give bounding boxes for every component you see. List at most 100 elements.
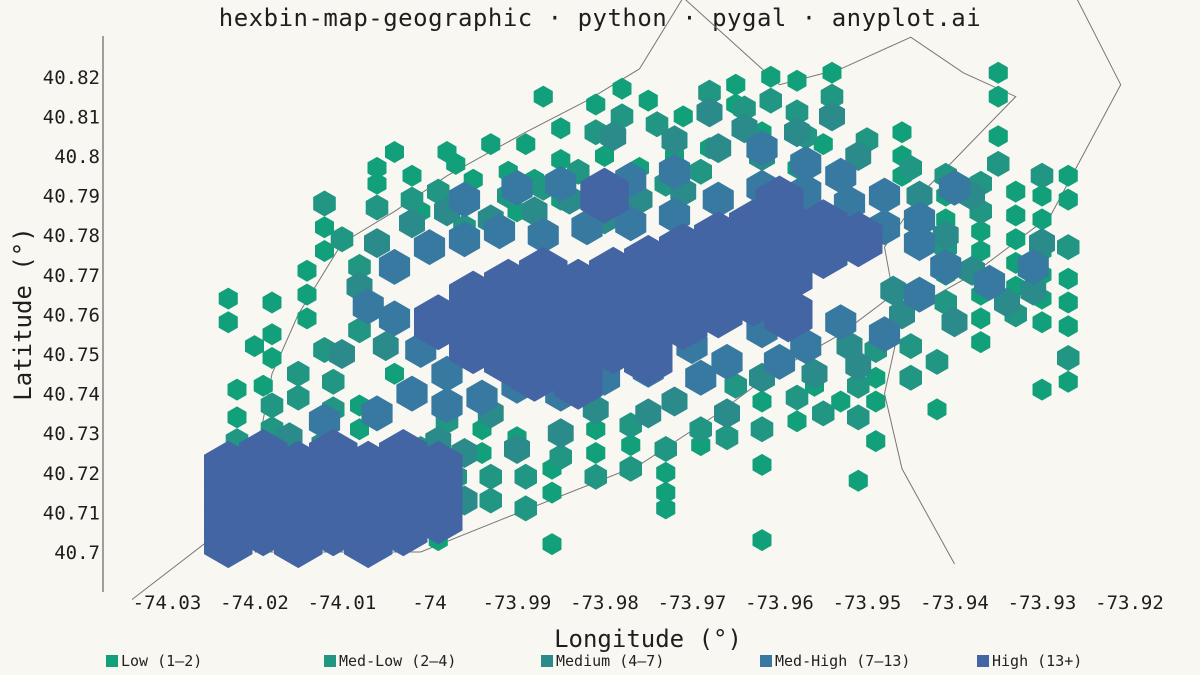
hexbin-cell — [297, 259, 317, 282]
hexbin-cell — [1030, 162, 1054, 189]
hexbin-cell — [545, 165, 577, 202]
legend-item[interactable]: Low (1–2) — [106, 652, 202, 670]
hexbin-cell — [414, 294, 463, 351]
hexbin-cell — [483, 213, 516, 250]
hexbin-cell — [1057, 345, 1080, 371]
y-tick-label: 40.7 — [54, 542, 100, 564]
hexbin-cell — [761, 65, 781, 88]
hexbin-cell — [479, 487, 502, 514]
hexbin-cell — [367, 172, 387, 195]
hexbin-cell — [399, 208, 425, 239]
hexbin-cell — [847, 404, 870, 431]
hexbin-cell — [348, 317, 371, 344]
hexbin-cell — [934, 289, 957, 316]
hexbin-cell — [514, 463, 537, 490]
hexbin-cell — [621, 434, 641, 457]
hexbin-cell — [752, 529, 772, 552]
hexbin-cell — [971, 240, 991, 262]
hexbin-cell — [547, 418, 574, 449]
y-tick-label: 40.74 — [43, 384, 100, 406]
hexbin-cell — [903, 276, 936, 313]
x-tick-label: -73.97 — [658, 592, 727, 614]
y-tick-label: 40.78 — [43, 225, 100, 247]
hexbin-cell — [930, 248, 962, 285]
hexbin-cell — [790, 145, 822, 182]
boundary-line — [131, 0, 1017, 600]
x-tick-label: -73.96 — [745, 592, 814, 614]
hexbin-cell — [927, 398, 947, 421]
hexbin-cell — [1006, 180, 1026, 203]
hexbin-cell — [847, 372, 870, 399]
y-tick-label: 40.72 — [43, 463, 100, 485]
legend-swatch — [106, 655, 118, 667]
x-tick-label: -73.92 — [1095, 592, 1164, 614]
hexbin-cell — [364, 228, 390, 259]
hexbin-cell — [586, 93, 606, 116]
hexbin-cell — [551, 117, 571, 140]
hexbin-cell — [352, 288, 384, 325]
hexbin-cell — [510, 345, 559, 402]
legend-item[interactable]: Med-High (7–13) — [760, 652, 910, 670]
hexbin-cell — [542, 533, 562, 556]
hexbin-cell — [253, 374, 273, 397]
hexbin-cell — [994, 287, 1020, 318]
hexbin-cell — [899, 154, 922, 181]
hexbin-cell — [580, 167, 629, 224]
hexbin-cell — [892, 121, 912, 144]
hexbin-cell — [365, 194, 389, 221]
hexbin-cell — [549, 444, 572, 470]
hexbin-cell — [787, 69, 807, 92]
hexbin-cell — [724, 372, 747, 399]
hexbin-cell — [711, 343, 743, 380]
legend-item[interactable]: High (13+) — [977, 652, 1082, 670]
x-tick-label: -73.93 — [1008, 592, 1077, 614]
hexbin-cell — [866, 390, 886, 413]
hexbin-cell — [527, 217, 559, 254]
legend-swatch — [760, 655, 772, 667]
hexbin-cell — [689, 416, 712, 443]
hexbin-cell — [825, 304, 857, 341]
hexbin-cell — [479, 463, 502, 490]
hexbin-cell — [785, 99, 809, 126]
hexbin-cell — [822, 61, 842, 84]
hexbin-cell — [759, 87, 782, 114]
hexbin-cell — [834, 211, 883, 268]
x-axis-ticks: -74.03 -74.02 -74.01 -74 -73.99 -73.98 -73.97-… — [133, 592, 1164, 614]
hexbin-cell — [903, 201, 936, 238]
legend-item[interactable]: Med-Low (2–4) — [324, 652, 456, 670]
hexbin-cell — [941, 307, 968, 338]
y-axis-label: Latitude (°) — [9, 227, 37, 400]
hexbin-cell — [971, 307, 991, 330]
hexbin-cell — [501, 169, 533, 206]
hexbin-cell — [385, 141, 404, 163]
hexbin-cell — [1058, 315, 1078, 338]
x-tick-label: -74.02 — [220, 592, 289, 614]
hexbin-cell — [746, 130, 778, 167]
hexbin-cell — [610, 103, 634, 130]
hexbin-cell — [427, 178, 450, 205]
hexbin-cell — [287, 360, 310, 387]
hexbin-cell — [880, 275, 907, 306]
hexbin-cell — [785, 384, 809, 411]
hexbin-cell — [973, 264, 1006, 301]
hexbin-cell — [287, 384, 310, 411]
hexbin-cell — [348, 253, 371, 280]
y-tick-label: 40.73 — [43, 423, 100, 445]
hexbin-cell — [414, 440, 463, 497]
hexbin-cell — [551, 149, 571, 171]
y-axis-ticks: 40.7 40.71 40.72 40.73 40.74 40.75 40.76 40.77 4… — [43, 67, 100, 564]
hexbin-cell — [1058, 267, 1078, 290]
hexbin-cell — [813, 133, 833, 156]
y-tick-label: 40.8 — [54, 146, 100, 168]
hexbin-cell — [1058, 291, 1078, 314]
legend-swatch — [324, 655, 336, 667]
hexbin-cell — [752, 390, 772, 413]
hexbin-cell — [764, 286, 813, 343]
hexbin-cell — [638, 89, 658, 112]
x-tick-label: -73.99 — [483, 592, 552, 614]
hexbin-cell — [313, 190, 336, 217]
hexbin-cell — [656, 481, 676, 504]
hexbin-cell — [448, 181, 481, 218]
legend-item[interactable]: Medium (4–7) — [541, 652, 664, 670]
hexbin-cell — [656, 461, 676, 484]
